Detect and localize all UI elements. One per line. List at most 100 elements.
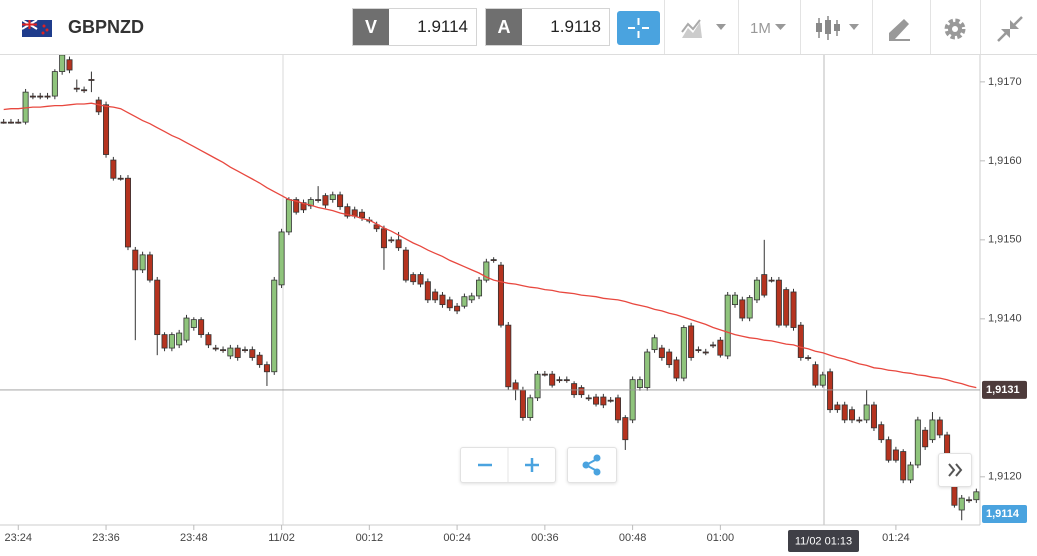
candles-button[interactable] <box>815 14 861 42</box>
candle-body <box>73 87 80 90</box>
candle-body <box>263 364 270 373</box>
buy-quote[interactable]: A 1.9118 <box>485 8 610 46</box>
y-tick-label: 1,9160 <box>988 155 1022 167</box>
x-tick-label: 11/02 <box>268 532 295 544</box>
candle-body <box>468 295 475 301</box>
chart: 11/02 01:13 1,9170 1,9160 1,9150 1,9140 1,91… <box>0 55 1027 552</box>
candle-body <box>834 404 841 411</box>
candle-body <box>81 89 88 92</box>
candle-body <box>790 291 797 328</box>
settings-button[interactable] <box>942 16 968 42</box>
candle-body <box>922 429 929 448</box>
candle-body <box>373 224 380 230</box>
candle-body <box>746 297 753 319</box>
candle-body <box>44 95 51 98</box>
plot-area <box>0 55 980 521</box>
share-button[interactable] <box>567 447 617 483</box>
x-tick-label: 23:24 <box>5 532 33 544</box>
candle-body <box>307 199 314 207</box>
candle-body <box>629 379 636 421</box>
candle-body <box>607 399 614 402</box>
candle-body <box>914 419 921 466</box>
candle-body <box>51 71 58 97</box>
last-price-label: 1,9114 <box>986 508 1020 520</box>
candle-body <box>680 327 687 379</box>
chart-type-button[interactable] <box>680 18 728 40</box>
candle-body <box>446 299 453 309</box>
crosshair-button[interactable] <box>617 11 660 45</box>
price-line-label: 1,9131 <box>986 384 1020 396</box>
last-price-box <box>982 505 1027 523</box>
candle-body <box>337 194 344 208</box>
candle-body <box>549 373 556 386</box>
candle-body <box>256 354 263 366</box>
symbol: GBPNZD <box>68 17 144 37</box>
collapse-button[interactable] <box>996 15 1024 43</box>
candle-body <box>402 249 409 281</box>
candle-body <box>651 337 658 351</box>
candle-body <box>585 397 592 400</box>
candle-body <box>958 497 965 511</box>
candle-body <box>732 294 739 306</box>
buy-label: A <box>486 9 522 45</box>
candle-body <box>775 279 782 326</box>
zoom-icons <box>478 448 539 482</box>
x-tick-label: 00:36 <box>531 532 559 544</box>
candle-body <box>124 177 131 248</box>
candle-body <box>227 347 234 357</box>
candle-body <box>768 279 775 282</box>
scroll-right-button[interactable] <box>938 453 972 487</box>
candle-body <box>761 274 768 296</box>
candle-body <box>103 104 110 155</box>
candle-body <box>885 439 892 461</box>
candle-body <box>600 396 607 406</box>
y-tick-label: 1,9140 <box>988 313 1022 325</box>
separator <box>872 0 873 54</box>
candle-body <box>395 239 402 249</box>
x-tick-label: 23:48 <box>180 532 208 544</box>
candle-body <box>797 324 804 358</box>
price-line-box <box>982 380 1027 399</box>
separator <box>800 0 801 54</box>
candle-body <box>29 95 36 98</box>
candle-body <box>220 349 227 352</box>
sell-quote[interactable]: V 1.9114 <box>352 8 477 46</box>
candle-body <box>936 419 943 436</box>
candle-body <box>863 404 870 421</box>
zoom-in-button[interactable] <box>525 458 539 472</box>
candle-body <box>285 199 292 233</box>
candle-body <box>739 299 746 319</box>
chevrons <box>948 463 963 477</box>
candle-body <box>424 281 431 301</box>
candle-body <box>717 339 724 356</box>
crosshair-time-label: 11/02 01:13 <box>795 535 852 547</box>
candle-body <box>88 79 95 81</box>
moving-average <box>3 102 977 389</box>
candle-body <box>849 409 856 421</box>
candle-body <box>900 451 907 481</box>
x-tick-label: 00:24 <box>443 532 471 544</box>
candle-body <box>710 344 717 347</box>
separator <box>738 0 739 54</box>
candle-body <box>322 195 329 206</box>
y-tick-label: 1,9170 <box>988 76 1022 88</box>
flag-icon <box>22 20 52 37</box>
candle-body <box>497 264 504 326</box>
crosshair-time-box <box>788 530 859 552</box>
candle-body <box>702 351 709 354</box>
candle-body <box>139 254 146 271</box>
candle-body <box>907 464 914 481</box>
candle-body <box>571 383 578 396</box>
timeframe-button[interactable]: 1M <box>750 20 771 37</box>
draw-button[interactable] <box>886 16 912 42</box>
candle-body <box>805 357 812 359</box>
candle-body <box>37 95 44 98</box>
candle-body <box>841 404 848 421</box>
candle-body <box>556 379 563 382</box>
candle-body <box>432 291 439 301</box>
candle-body <box>534 373 541 399</box>
candle-body <box>563 379 570 382</box>
x-tick-label: 00:48 <box>619 532 647 544</box>
candle-body <box>454 305 461 312</box>
